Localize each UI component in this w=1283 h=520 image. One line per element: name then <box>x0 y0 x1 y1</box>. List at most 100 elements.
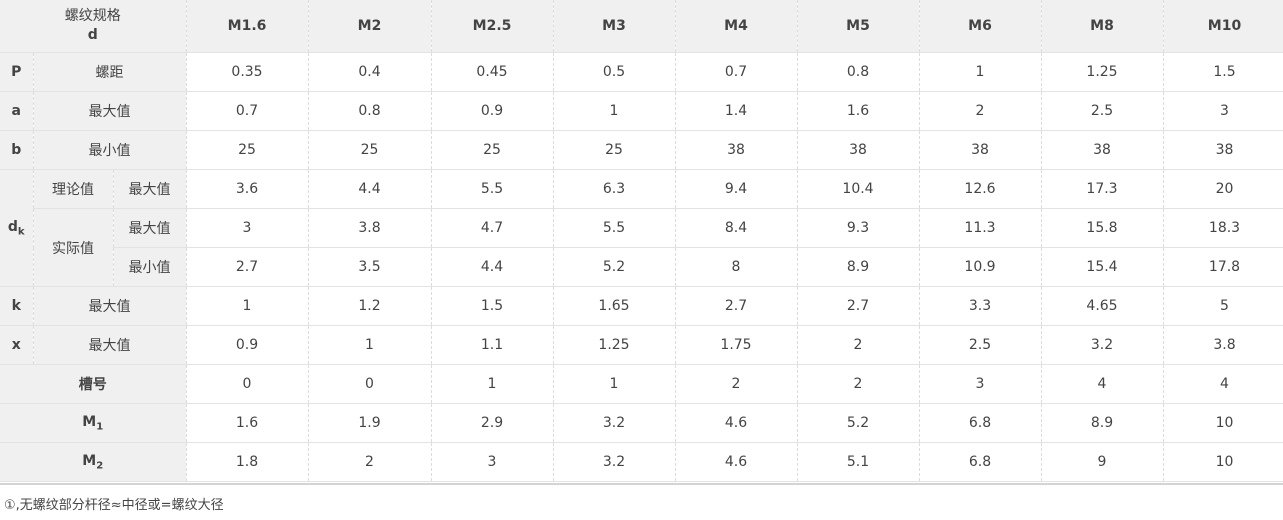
value-cell: 3 <box>919 364 1042 404</box>
value-cell: 17.3 <box>1041 169 1164 209</box>
value-cell: 25 <box>308 130 432 170</box>
value-cell: 3.2 <box>1041 325 1164 365</box>
value-cell: 1.4 <box>675 91 798 131</box>
value-cell: 3 <box>186 208 309 248</box>
value-cell: 4.65 <box>1041 286 1164 326</box>
value-cell: 2.7 <box>797 286 920 326</box>
value-cell: 5.1 <box>797 442 920 482</box>
size-header: M2.5 <box>431 0 554 53</box>
value-cell: 20 <box>1163 169 1283 209</box>
value-cell: 0.8 <box>308 91 432 131</box>
value-cell: 38 <box>797 130 920 170</box>
value-cell: 1.2 <box>308 286 432 326</box>
row-label: 最小值 <box>113 247 187 287</box>
row-symbol: dk <box>0 169 34 287</box>
value-cell: 9 <box>1041 442 1164 482</box>
value-cell: 25 <box>186 130 309 170</box>
value-cell: 0 <box>308 364 432 404</box>
value-cell: 1.6 <box>797 91 920 131</box>
row-symbol: M2 <box>0 442 187 482</box>
m1-subscript: 1 <box>96 421 104 433</box>
footnote: ①,无螺纹部分杆径≈中径或=螺纹大径 <box>4 498 224 513</box>
value-cell: 8 <box>675 247 798 287</box>
value-cell: 1.25 <box>1041 52 1164 92</box>
value-cell: 2.5 <box>919 325 1042 365</box>
value-cell: 1 <box>553 364 676 404</box>
value-cell: 1 <box>553 91 676 131</box>
value-cell: 2 <box>308 442 432 482</box>
table-row: x 最大值 0.9 1 1.1 1.25 1.75 2 2.5 3.2 3.8 <box>0 325 1283 365</box>
value-cell: 0.5 <box>553 52 676 92</box>
value-cell: 1 <box>919 52 1042 92</box>
value-cell: 1.65 <box>553 286 676 326</box>
value-cell: 2.9 <box>431 403 554 443</box>
value-cell: 6.8 <box>919 442 1042 482</box>
group-label-actual: 实际值 <box>33 208 114 287</box>
value-cell: 8.9 <box>797 247 920 287</box>
value-cell: 6.3 <box>553 169 676 209</box>
value-cell: 1.5 <box>431 286 554 326</box>
value-cell: 10.9 <box>919 247 1042 287</box>
row-symbol: M1 <box>0 403 187 443</box>
thread-spec-header-cell: 螺纹规格 d <box>0 0 187 53</box>
table-row: k 最大值 1 1.2 1.5 1.65 2.7 2.7 3.3 4.65 5 <box>0 286 1283 326</box>
header-row: 螺纹规格 d M1.6 M2 M2.5 M3 M4 M5 M6 M8 M10 <box>0 0 1283 53</box>
value-cell: 0.8 <box>797 52 920 92</box>
value-cell: 1 <box>431 364 554 404</box>
table-row: dk 理论值 最大值 3.6 4.4 5.5 6.3 9.4 10.4 12.6 17.3 20 <box>0 169 1283 287</box>
value-cell: 1.25 <box>553 325 676 365</box>
dk-subscript: k <box>17 226 25 238</box>
value-cell: 5.2 <box>797 403 920 443</box>
value-cell: 9.4 <box>675 169 798 209</box>
row-symbol: k <box>0 286 34 326</box>
row-symbol: P <box>0 52 34 92</box>
table-row: M2 1.8 2 3 3.2 4.6 5.1 6.8 9 10 <box>0 442 1283 482</box>
row-label: 最小值 <box>33 130 187 170</box>
value-cell: 4.7 <box>431 208 554 248</box>
value-cell: 17.8 <box>1163 247 1283 287</box>
value-cell: 2 <box>797 364 920 404</box>
value-cell: 1.8 <box>186 442 309 482</box>
size-header: M8 <box>1041 0 1164 53</box>
value-cell: 2.5 <box>1041 91 1164 131</box>
value-cell: 0.9 <box>431 91 554 131</box>
value-cell: 2 <box>675 364 798 404</box>
value-cell: 3.5 <box>308 247 432 287</box>
value-cell: 4.4 <box>308 169 432 209</box>
value-cell: 2.7 <box>675 286 798 326</box>
value-cell: 8.9 <box>1041 403 1164 443</box>
table-row: M1 1.6 1.9 2.9 3.2 4.6 5.2 6.8 8.9 10 <box>0 403 1283 443</box>
value-cell: 4 <box>1041 364 1164 404</box>
table-row: 最小值 2.7 3.5 4.4 5.2 8 8.9 10.9 15.4 17.8 <box>0 247 1283 287</box>
value-cell: 1.6 <box>186 403 309 443</box>
value-cell: 15.4 <box>1041 247 1164 287</box>
value-cell: 10 <box>1163 442 1283 482</box>
row-symbol: x <box>0 325 34 365</box>
value-cell: 4 <box>1163 364 1283 404</box>
value-cell: 3.2 <box>553 403 676 443</box>
value-cell: 0.35 <box>186 52 309 92</box>
table-bottom-divider <box>0 483 1283 485</box>
value-cell: 38 <box>675 130 798 170</box>
value-cell: 38 <box>1163 130 1283 170</box>
row-label-slot: 槽号 <box>0 364 187 404</box>
value-cell: 1 <box>186 286 309 326</box>
row-label: 最大值 <box>113 208 187 248</box>
value-cell: 3.3 <box>919 286 1042 326</box>
group-label-theory: 理论值 <box>33 169 114 209</box>
value-cell: 4.6 <box>675 403 798 443</box>
value-cell: 3.8 <box>308 208 432 248</box>
thread-spec-symbol: d <box>87 27 98 43</box>
row-label: 最大值 <box>33 286 187 326</box>
m2-subscript: 2 <box>96 460 104 472</box>
value-cell: 10.4 <box>797 169 920 209</box>
value-cell: 25 <box>553 130 676 170</box>
value-cell: 8.4 <box>675 208 798 248</box>
value-cell: 3.2 <box>553 442 676 482</box>
row-label: 最大值 <box>33 91 187 131</box>
size-header: M2 <box>308 0 432 53</box>
row-label: 最大值 <box>33 325 187 365</box>
value-cell: 15.8 <box>1041 208 1164 248</box>
value-cell: 3.8 <box>1163 325 1283 365</box>
